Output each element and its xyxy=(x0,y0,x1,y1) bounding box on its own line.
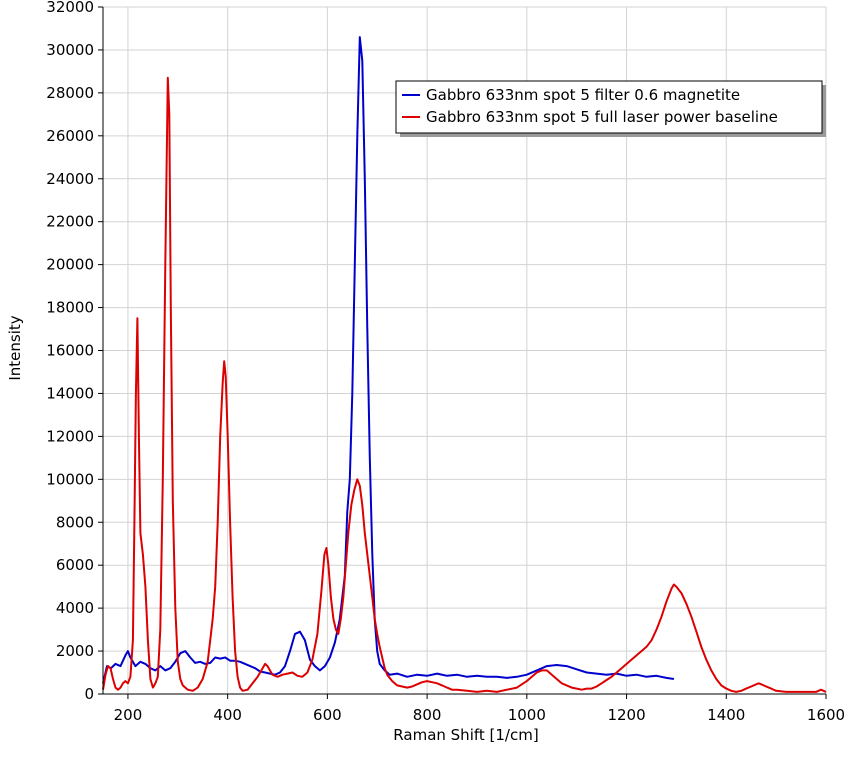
x-tick-label: 800 xyxy=(413,706,442,724)
y-tick-label: 8000 xyxy=(56,513,94,531)
y-tick-label: 20000 xyxy=(46,256,94,274)
axis-ticks: 0 2000 4000 6000 8000 10000 12000 14000 16000 180… xyxy=(46,0,844,724)
x-tick-label: 600 xyxy=(313,706,342,724)
y-tick-label: 28000 xyxy=(46,84,94,102)
y-axis-title: Intensity xyxy=(6,315,24,380)
y-tick-label: 22000 xyxy=(46,213,94,231)
y-tick-label: 32000 xyxy=(46,0,94,16)
y-tick-label: 10000 xyxy=(46,470,94,488)
y-tick-label: 16000 xyxy=(46,342,94,360)
series-line-1 xyxy=(102,76,827,693)
x-tick-label: 1200 xyxy=(607,706,645,724)
legend-label-0: Gabbro 633nm spot 5 filter 0.6 magnetite xyxy=(426,86,740,104)
legend: Gabbro 633nm spot 5 filter 0.6 magnetite… xyxy=(395,80,826,137)
series-lines xyxy=(102,36,827,693)
y-tick-label: 30000 xyxy=(46,41,94,59)
y-tick-label: 14000 xyxy=(46,384,94,402)
y-tick-label: 12000 xyxy=(46,427,94,445)
x-tick-label: 1600 xyxy=(807,706,844,724)
y-tick-label: 26000 xyxy=(46,127,94,145)
legend-box xyxy=(395,80,823,134)
x-tick-label: 1400 xyxy=(707,706,745,724)
y-tick-label: 4000 xyxy=(56,599,94,617)
legend-label-1: Gabbro 633nm spot 5 full laser power bas… xyxy=(426,108,778,126)
series-line-0 xyxy=(102,36,675,684)
y-tick-label: 0 xyxy=(84,685,94,703)
x-tick-label: 1000 xyxy=(508,706,546,724)
y-tick-label: 24000 xyxy=(46,170,94,188)
grid-lines xyxy=(103,6,827,694)
x-tick-label: 200 xyxy=(114,706,143,724)
y-tick-label: 18000 xyxy=(46,299,94,317)
y-tick-label: 2000 xyxy=(56,642,94,660)
x-axis-title: Raman Shift [1/cm] xyxy=(393,726,538,744)
x-tick-label: 400 xyxy=(213,706,242,724)
y-tick-label: 6000 xyxy=(56,556,94,574)
